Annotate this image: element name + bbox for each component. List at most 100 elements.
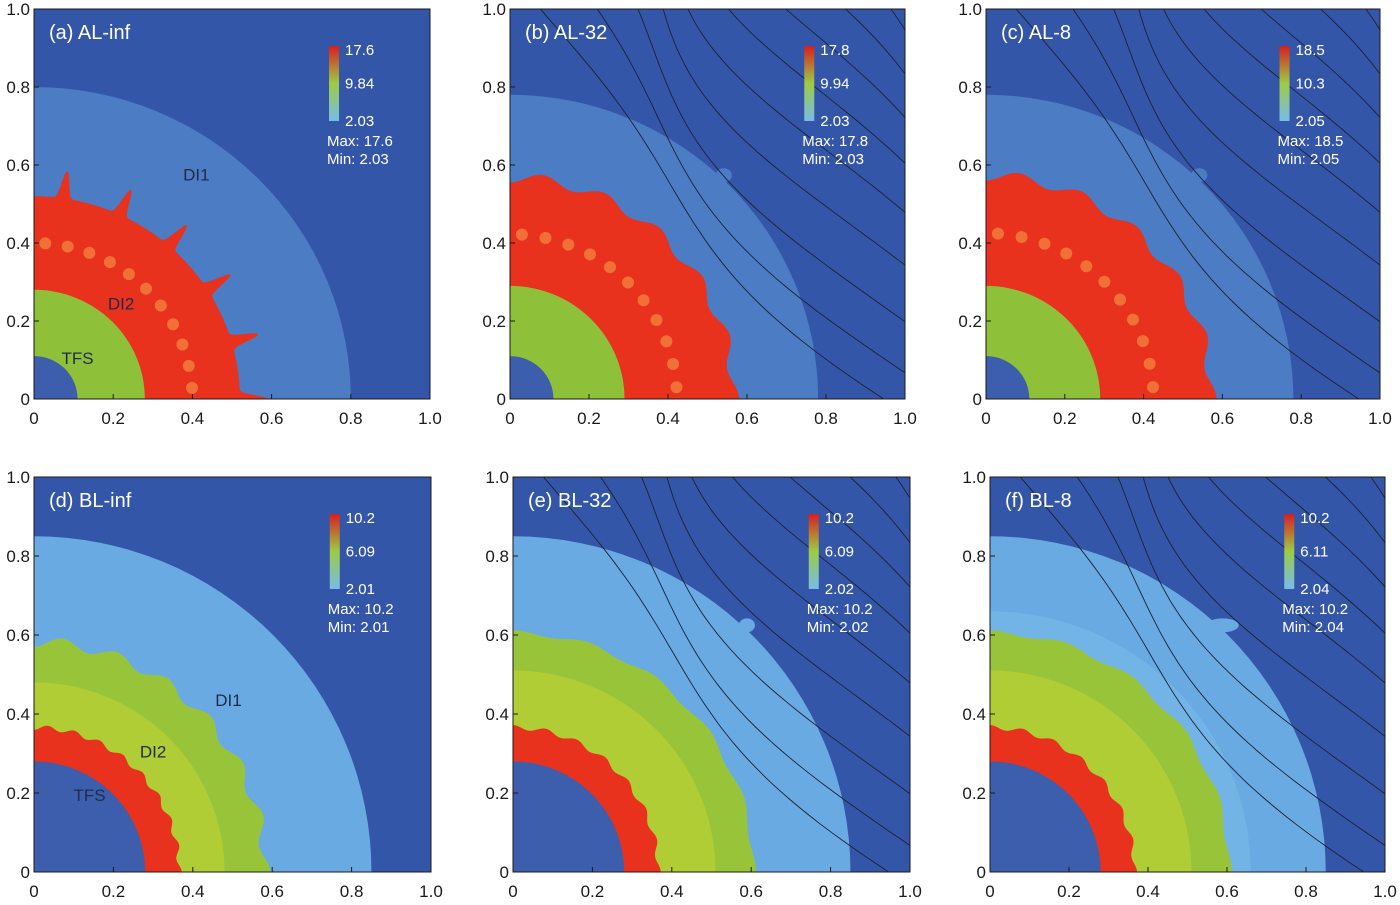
x-tick-label: 1.0 (418, 409, 442, 428)
y-tick-label: 0.4 (6, 705, 30, 724)
contour-line (849, 477, 910, 544)
x-tick-label: 0 (981, 409, 990, 428)
panel-title: (d) BL-inf (49, 490, 132, 512)
x-tick-label: 0.8 (819, 882, 843, 901)
contour-line (920, 469, 930, 708)
region-label-di1: DI1 (183, 166, 209, 185)
di2-hotspot (167, 318, 180, 331)
axes-frame (985, 8, 1381, 400)
contour-line (641, 477, 910, 795)
y-tick-label: 0.2 (962, 784, 986, 803)
region-label-tfs: TFS (62, 349, 94, 368)
y-tick-label: 0 (497, 390, 506, 409)
contour-line (785, 9, 905, 119)
di2-hotspot (182, 359, 195, 372)
di2-hotspot (1080, 260, 1093, 273)
x-tick-label: 0.8 (1294, 882, 1318, 901)
x-tick-label: 0.8 (814, 409, 838, 428)
di2-hotspot (39, 237, 52, 250)
colorbar-mid-label: 6.11 (1300, 544, 1328, 561)
di2-hotspot (1126, 313, 1139, 326)
min-value-text: Min: 2.01 (328, 619, 390, 636)
region-label-di1: DI1 (215, 691, 241, 710)
colorbar-mid-label: 9.94 (820, 76, 849, 93)
colorbar-mid-label: 6.09 (346, 544, 375, 561)
di2-hotspot (1114, 293, 1127, 306)
y-tick-label: 0.8 (485, 547, 509, 566)
plot-area (986, 1, 1400, 399)
y-tick-label: 0.4 (482, 234, 506, 253)
core-region (990, 761, 1101, 872)
contour-line (1260, 9, 1380, 119)
y-tick-label: 0 (977, 863, 986, 882)
y-tick-label: 0.8 (958, 78, 982, 97)
y-tick-label: 0.2 (6, 312, 30, 331)
x-tick-label: 1.0 (898, 882, 922, 901)
di2-hotspot (562, 238, 575, 251)
region-label-tfs: TFS (74, 786, 106, 805)
x-tick-label: 0.8 (340, 882, 364, 901)
contour-line (1015, 9, 1359, 399)
panel-e: 0 0.2 0.4 0.6 0.8 1.0 0 0.2 0.4 0.6 0.8 1.0 (e) BL-3… (485, 468, 930, 901)
x-tick-label: 0.6 (735, 409, 759, 428)
x-tick-label: 0.4 (181, 882, 205, 901)
colorbar-max-label: 10.2 (825, 510, 854, 527)
min-value-text: Min: 2.04 (1282, 619, 1344, 636)
x-tick-label: 0 (508, 882, 517, 901)
di2-hotspot (670, 381, 683, 394)
di2-hotspot (1060, 247, 1073, 260)
contour-line (542, 477, 889, 872)
panel-c: 0 0.2 0.4 0.6 0.8 1.0 0 0.2 0.4 0.6 0.8 1.0 (c) AL-8… (958, 0, 1400, 428)
region-label-di2: DI2 (140, 742, 166, 761)
colorbar-min-label: 2.03 (820, 113, 849, 130)
x-tick-label: 0.2 (1053, 409, 1077, 428)
contour-line (1390, 1, 1400, 237)
y-tick-label: 0.4 (958, 234, 982, 253)
contour-line (1319, 9, 1380, 75)
x-tick-label: 0 (29, 882, 38, 901)
di1-protrusion (1206, 618, 1239, 633)
y-tick-label: 0 (21, 863, 30, 882)
contour-line (1203, 9, 1380, 164)
y-tick-label: 0.8 (482, 78, 506, 97)
di2-hotspot (140, 282, 153, 295)
x-tick-label: 1.0 (893, 409, 917, 428)
axes-frame (989, 476, 1386, 873)
y-tick-label: 0.6 (6, 626, 30, 645)
di2-hotspot (154, 299, 167, 312)
y-tick-label: 0.6 (962, 626, 986, 645)
y-tick-label: 1.0 (6, 468, 30, 487)
axes-frame (33, 476, 432, 873)
contour-line (1395, 469, 1400, 708)
panel-d: 0 0.2 0.4 0.6 0.8 1.0 0 0.2 0.4 0.6 0.8 1.0 (d) BL-i… (6, 468, 442, 901)
x-tick-label: 0.6 (739, 882, 763, 901)
x-tick-label: 1.0 (1368, 409, 1392, 428)
di2-hotspot (1098, 275, 1111, 288)
panel-title: (c) AL-8 (1001, 22, 1071, 44)
region-label-di2: DI2 (108, 294, 134, 313)
contour-line (1076, 477, 1385, 847)
x-tick-label: 1.0 (419, 882, 443, 901)
axes-frame (512, 476, 911, 873)
y-tick-label: 1.0 (482, 0, 506, 19)
y-tick-label: 0.6 (6, 156, 30, 175)
colorbar (1284, 514, 1295, 589)
colorbar-mid-label: 6.09 (825, 544, 854, 561)
y-tick-label: 0 (500, 863, 509, 882)
core-region (510, 356, 554, 399)
colorbar-min-label: 2.02 (825, 581, 854, 598)
di2-hotspot (637, 294, 650, 307)
y-tick-label: 0 (21, 390, 30, 409)
contour-line (844, 9, 905, 75)
contour-line (1163, 9, 1380, 213)
colorbar-max-label: 10.2 (1300, 510, 1329, 527)
di2-hotspot (1015, 231, 1028, 244)
y-tick-label: 0.6 (482, 156, 506, 175)
di2-hotspot (583, 248, 596, 261)
max-value-text: Max: 17.8 (802, 133, 868, 150)
x-tick-label: 0.4 (656, 409, 680, 428)
x-tick-label: 0.6 (260, 409, 284, 428)
x-tick-label: 0.2 (1057, 882, 1081, 901)
di2-hotspot (1143, 357, 1156, 370)
